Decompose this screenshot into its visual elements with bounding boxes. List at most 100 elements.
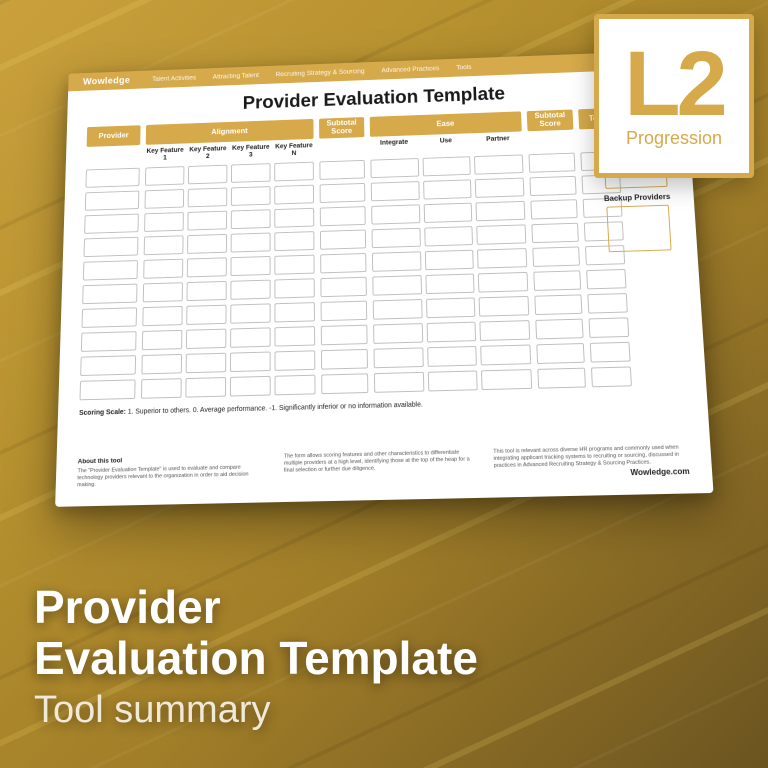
table-cell: [321, 301, 368, 322]
table-cell: [537, 368, 586, 389]
footer-right-text: This tool is relevant across diverse HR …: [493, 445, 679, 470]
table-cell: [320, 277, 366, 297]
ease-keys: Integrate Use Partner: [370, 135, 522, 154]
footer-about: About this tool The "Provider Evaluation…: [77, 454, 266, 490]
table-col-ease: [370, 155, 532, 393]
table-cell: [230, 304, 270, 324]
table-body: [79, 150, 684, 401]
nav-item: Recruiting Strategy & Sourcing: [276, 68, 365, 78]
title-subtitle: Tool summary: [34, 689, 478, 732]
table-cell: [144, 212, 184, 232]
table-cell: [531, 223, 579, 243]
table-cell: [591, 367, 632, 388]
table-cell: [83, 260, 138, 280]
table-cell: [85, 191, 139, 211]
table-cell: [476, 201, 526, 221]
table-cell: [427, 346, 477, 367]
table-cell: [84, 237, 139, 257]
table-cell: [535, 319, 583, 340]
alignment-keys: Key Feature 1 Key Feature 2 Key Feature …: [145, 143, 313, 163]
table-cell: [143, 283, 183, 303]
side-box: [606, 205, 671, 253]
table-cell: [82, 308, 137, 329]
table-cell: [81, 332, 137, 353]
table-cell: [275, 375, 316, 396]
table-row: [145, 185, 315, 209]
table-row: [142, 327, 315, 351]
col-ease: Ease: [370, 111, 522, 136]
table-row: [371, 178, 525, 202]
table-cell: [274, 327, 315, 347]
table-cell: [141, 379, 182, 400]
table-cell: [142, 306, 182, 326]
table-cell: [321, 325, 368, 346]
badge-level: L2: [624, 43, 723, 126]
table-cell: [373, 299, 423, 320]
table-row: [374, 369, 532, 393]
table-cell: [320, 183, 366, 203]
table-cell: [533, 271, 581, 292]
table-cell: [187, 281, 227, 301]
table-cell: [186, 329, 226, 349]
table-row: [143, 279, 315, 303]
table-cell: [230, 280, 270, 300]
table-cell: [274, 208, 314, 228]
table-cell: [79, 380, 135, 401]
table-cell: [275, 351, 316, 372]
doc-brand: Wowledge: [83, 75, 130, 87]
ease-key: Integrate: [370, 139, 418, 155]
table-col-provider: [79, 168, 139, 401]
table-cell: [321, 374, 368, 395]
key-feature: Key Feature N: [274, 143, 313, 158]
table-cell: [477, 225, 527, 245]
table-cell: [144, 236, 184, 256]
stage: Wowledge Talent Activities Attracting Ta…: [0, 0, 768, 768]
table-cell: [143, 259, 183, 279]
table-cell: [423, 180, 472, 200]
table-cell: [187, 234, 227, 254]
table-cell: [428, 371, 479, 392]
table-col-sub1: [319, 160, 368, 394]
nav-item: Tools: [456, 64, 472, 71]
ease-key: Partner: [474, 135, 523, 151]
table-cell: [231, 164, 270, 184]
footer-middle: The form allows scoring features and oth…: [284, 449, 476, 485]
ease-key: Use: [422, 137, 471, 153]
table-cell: [82, 284, 137, 305]
table-cell: [373, 323, 423, 344]
table-cell: [231, 210, 271, 230]
table-cell: [371, 181, 420, 201]
nav-item: Attracting Talent: [213, 72, 259, 80]
table-cell: [230, 352, 271, 373]
scoring-label: Scoring Scale:: [79, 409, 126, 417]
table-cell: [374, 372, 424, 393]
table-cell: [587, 293, 627, 314]
table-cell: [481, 345, 532, 366]
table-cell: [274, 162, 314, 182]
table-cell: [370, 158, 418, 178]
table-cell: [145, 167, 184, 187]
table-cell: [372, 228, 421, 248]
table-cell: [528, 153, 575, 173]
table-cell: [145, 189, 185, 209]
table-row: [372, 272, 528, 296]
footer-about-text: The "Provider Evaluation Template" is us…: [77, 464, 249, 488]
table-cell: [371, 205, 420, 225]
table-cell: [320, 253, 366, 273]
table-cell: [320, 206, 366, 226]
table-cell: [186, 305, 226, 325]
table-row: [144, 231, 315, 255]
table-cell: [372, 275, 421, 296]
table-cell: [188, 165, 227, 185]
table-row: [142, 302, 315, 326]
table-cell: [529, 176, 576, 196]
table-row: [145, 162, 314, 186]
col-subtotal-1: Subtotal Score: [319, 117, 364, 139]
title-line2: Evaluation Template: [34, 633, 478, 685]
col-alignment: Alignment: [146, 119, 314, 145]
table-cell: [425, 274, 475, 295]
table-cell: [426, 322, 476, 343]
table-cell: [85, 168, 139, 188]
table-cell: [426, 298, 476, 319]
table-cell: [274, 255, 314, 275]
